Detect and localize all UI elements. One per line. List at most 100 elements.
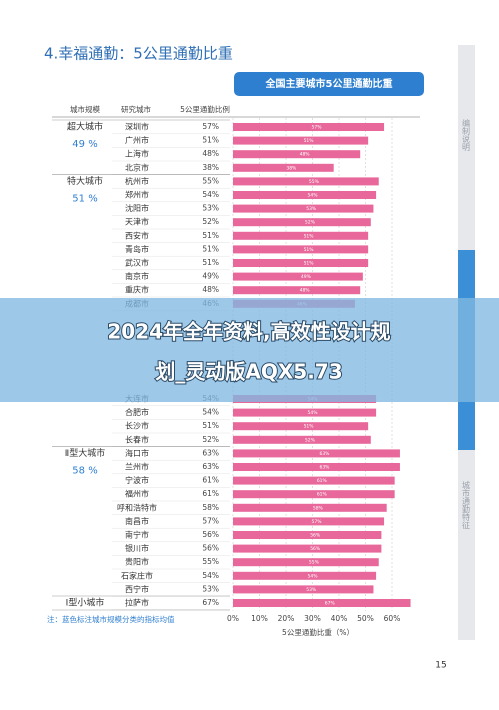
x-axis-label: 5公里通勤比重（%） (282, 627, 354, 637)
group-mean: 58 % (72, 465, 97, 476)
bar (233, 150, 361, 159)
bar-value-label: 51% (304, 261, 315, 267)
city-name: 石家庄市 (121, 570, 153, 580)
bar (233, 286, 361, 295)
city-value: 58% (202, 503, 219, 512)
bar-value-label: 48% (300, 152, 311, 158)
bar-value-label: 67% (325, 601, 336, 607)
x-tick-label: 20% (278, 614, 295, 623)
city-value: 61% (202, 476, 219, 485)
bar-value-label: 55% (309, 560, 320, 566)
bar (233, 204, 374, 213)
banner-background (0, 298, 499, 402)
bar (233, 177, 379, 186)
group-name: Ⅱ型大城市 (65, 447, 105, 459)
bar (233, 544, 382, 553)
city-name: 沈阳市 (125, 203, 149, 213)
city-name: 深圳市 (125, 122, 149, 132)
bar-value-label: 51% (304, 233, 315, 239)
city-name: 长春市 (125, 434, 149, 444)
bar (233, 435, 371, 444)
page-title: 4.幸福通勤：5公里通勤比重 (44, 45, 233, 63)
city-value: 54% (202, 571, 219, 580)
city-value: 38% (202, 163, 219, 172)
bar-value-label: 52% (305, 220, 316, 226)
x-tick-label: 50% (357, 614, 374, 623)
bar-value-label: 54% (308, 573, 319, 579)
chart-title: 全国主要城市5公里通勤比重 (265, 77, 393, 90)
city-value: 67% (202, 598, 219, 607)
bar-value-label: 56% (310, 533, 321, 539)
bar-value-label: 51% (304, 424, 315, 430)
bar-value-label: 53% (306, 587, 317, 593)
bar-value-label: 51% (304, 247, 315, 253)
bar-value-label: 48% (300, 288, 311, 294)
city-value: 48% (202, 149, 219, 158)
city-name: 郑州市 (125, 190, 149, 200)
city-name: 银川市 (125, 543, 149, 553)
city-name: 南京市 (125, 271, 149, 281)
bar-value-label: 63% (319, 451, 330, 457)
group-mean: 49 % (72, 139, 97, 150)
bar (233, 191, 377, 199)
bar-value-label: 53% (306, 206, 317, 212)
city-value: 54% (202, 408, 219, 417)
note: 注：蓝色标注城市规模分类的指标均值 (47, 614, 175, 624)
bar-value-label: 61% (317, 492, 328, 498)
bar (233, 599, 411, 607)
banner-text: 划_灵动版AQX5.73 (155, 360, 342, 384)
city-value: 51% (202, 231, 219, 240)
city-value: 56% (202, 544, 219, 553)
chart-title-box (234, 72, 424, 96)
city-value: 54% (202, 190, 219, 199)
column-header: 城市规模 (70, 104, 100, 114)
bar (233, 163, 334, 172)
bar-value-label: 49% (301, 274, 312, 280)
city-value: 51% (202, 258, 219, 267)
bar (233, 231, 369, 240)
group-name: Ⅰ型小城市 (66, 597, 105, 609)
side-tab[interactable]: 城市通勤特征 (462, 481, 471, 530)
city-value: 51% (202, 136, 219, 145)
banner: 2024年全年资料,高效性设计规 划_灵动版AQX5.73 (0, 298, 499, 402)
bar (233, 245, 369, 254)
bar (233, 136, 369, 145)
bar (233, 123, 385, 131)
banner-text: 2024年全年资料,高效性设计规 (107, 320, 390, 344)
city-value: 56% (202, 530, 219, 539)
city-name: 海口市 (125, 448, 149, 458)
city-value: 57% (202, 516, 219, 525)
column-header: 5公里通勤比例 (180, 104, 230, 114)
city-name: 西安市 (125, 230, 149, 240)
city-name: 广州市 (125, 135, 149, 145)
bar (233, 490, 395, 499)
city-value: 55% (202, 176, 219, 185)
bar-value-label: 51% (304, 138, 315, 144)
city-value: 51% (202, 244, 219, 253)
bar (233, 449, 400, 458)
city-name: 北京市 (125, 162, 149, 172)
city-name: 福州市 (125, 489, 149, 499)
bar-value-label: 63% (319, 465, 330, 471)
page-number: 15 (435, 661, 446, 671)
bar (233, 476, 395, 485)
bar-value-label: 54% (308, 193, 319, 199)
side-tab[interactable]: 编制说明 (462, 118, 471, 152)
city-value: 49% (202, 272, 219, 281)
city-name: 宁波市 (125, 475, 149, 485)
city-name: 合肥市 (125, 407, 149, 417)
city-name: 拉萨市 (125, 598, 149, 608)
bar (233, 517, 385, 526)
city-value: 51% (202, 421, 219, 430)
bar-value-label: 52% (305, 437, 316, 443)
bar (233, 422, 369, 431)
city-name: 南昌市 (125, 516, 149, 526)
bar-value-label: 57% (312, 519, 323, 525)
bar (233, 571, 377, 580)
city-value: 61% (202, 489, 219, 498)
city-value: 53% (202, 204, 219, 213)
x-tick-label: 30% (304, 614, 321, 623)
city-name: 上海市 (125, 149, 149, 159)
